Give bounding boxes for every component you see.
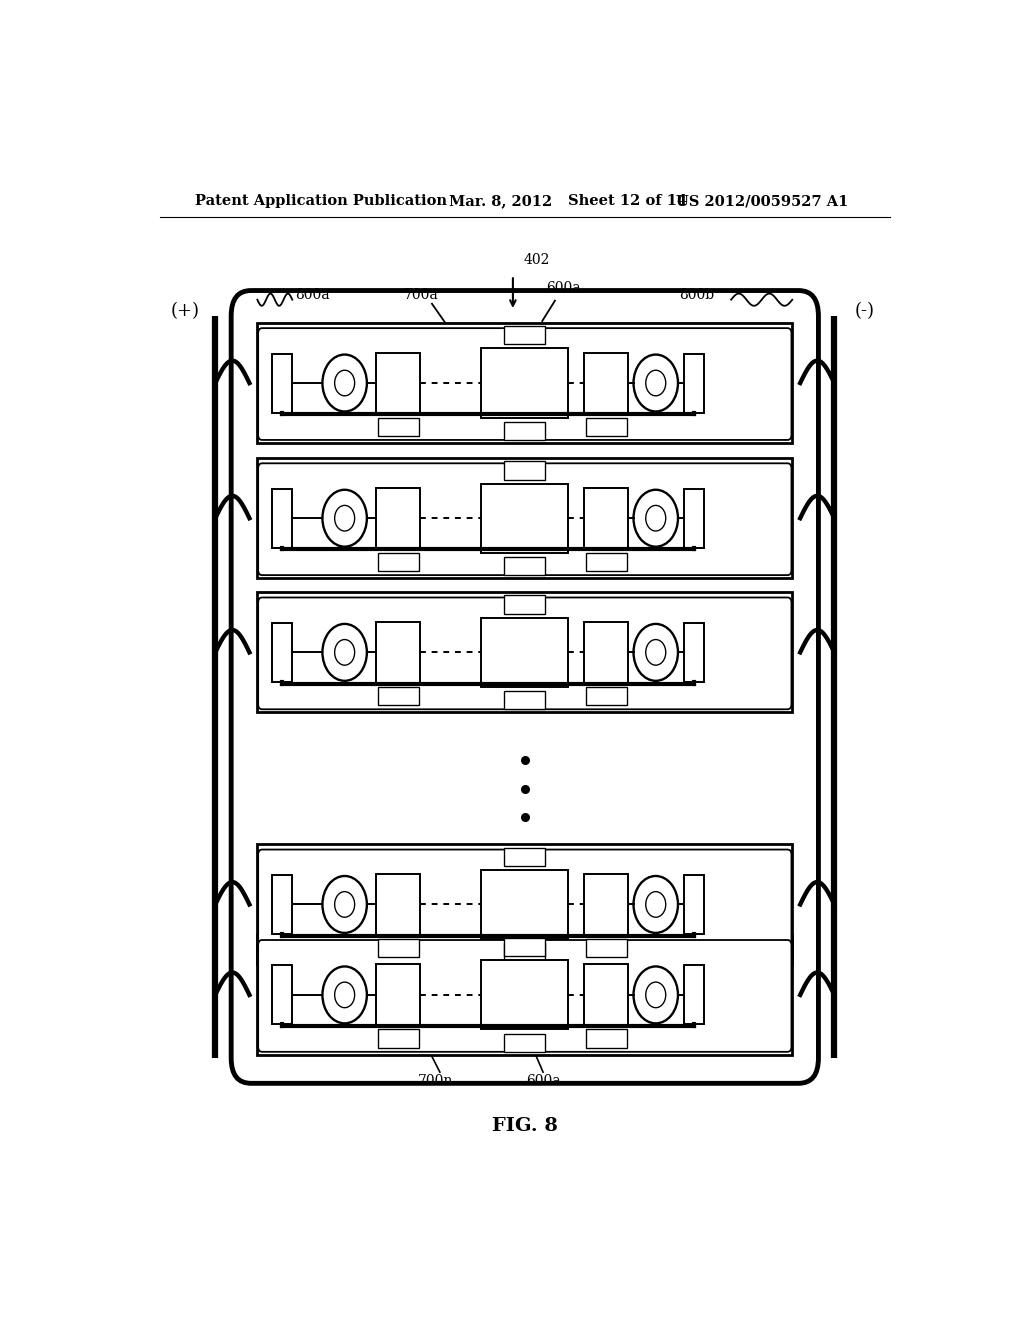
Bar <box>378 939 419 957</box>
Bar <box>504 847 546 866</box>
Bar <box>481 348 568 417</box>
Bar <box>481 961 568 1030</box>
Bar <box>377 487 420 549</box>
Text: 402: 402 <box>523 253 550 267</box>
Bar <box>586 939 627 957</box>
Bar <box>684 488 705 548</box>
Bar <box>585 487 628 549</box>
Bar <box>684 623 705 682</box>
Bar <box>377 874 420 935</box>
Bar <box>504 690 546 709</box>
Text: 800a: 800a <box>295 288 330 301</box>
Bar <box>257 593 793 713</box>
Text: Sheet 12 of 14: Sheet 12 of 14 <box>568 194 687 209</box>
Bar <box>684 354 705 413</box>
FancyBboxPatch shape <box>258 463 792 576</box>
Bar <box>257 935 793 1055</box>
Bar <box>585 352 628 413</box>
Bar <box>504 421 546 440</box>
Bar <box>504 557 546 576</box>
FancyBboxPatch shape <box>258 940 792 1052</box>
Bar <box>271 354 292 413</box>
Text: 600a: 600a <box>525 1074 560 1088</box>
Bar <box>586 417 627 436</box>
Bar <box>481 618 568 686</box>
FancyBboxPatch shape <box>231 290 818 1084</box>
Bar <box>504 1034 546 1052</box>
Text: US 2012/0059527 A1: US 2012/0059527 A1 <box>676 194 848 209</box>
Bar <box>586 553 627 572</box>
Bar <box>585 622 628 682</box>
Bar <box>271 875 292 935</box>
Bar <box>586 686 627 705</box>
Bar <box>684 875 705 935</box>
Text: 800b: 800b <box>679 288 714 301</box>
Bar <box>377 352 420 413</box>
Text: 700n: 700n <box>418 1074 454 1088</box>
Bar <box>481 870 568 939</box>
Bar <box>585 965 628 1026</box>
Bar <box>377 622 420 682</box>
Text: (-): (-) <box>854 302 874 319</box>
Bar <box>504 461 546 479</box>
Text: FIG. 8: FIG. 8 <box>492 1117 558 1135</box>
Bar <box>271 965 292 1024</box>
Bar <box>504 326 546 345</box>
Bar <box>257 845 793 965</box>
Text: Patent Application Publication: Patent Application Publication <box>196 194 447 209</box>
Text: 700a: 700a <box>404 288 439 301</box>
FancyBboxPatch shape <box>258 850 792 961</box>
FancyBboxPatch shape <box>258 598 792 709</box>
Text: 600a: 600a <box>546 281 581 296</box>
Bar <box>378 553 419 572</box>
Bar <box>378 417 419 436</box>
Bar <box>504 939 546 956</box>
Bar <box>271 488 292 548</box>
Bar <box>504 942 546 961</box>
Bar <box>684 965 705 1024</box>
Bar <box>378 686 419 705</box>
Bar <box>257 323 793 444</box>
Bar <box>481 483 568 553</box>
Bar <box>377 965 420 1026</box>
FancyBboxPatch shape <box>258 329 792 440</box>
Bar <box>271 623 292 682</box>
Bar <box>257 458 793 578</box>
Text: Mar. 8, 2012: Mar. 8, 2012 <box>450 194 553 209</box>
Bar <box>504 595 546 614</box>
Bar <box>586 1030 627 1048</box>
Bar <box>585 874 628 935</box>
Bar <box>378 1030 419 1048</box>
Text: (+): (+) <box>171 302 200 319</box>
